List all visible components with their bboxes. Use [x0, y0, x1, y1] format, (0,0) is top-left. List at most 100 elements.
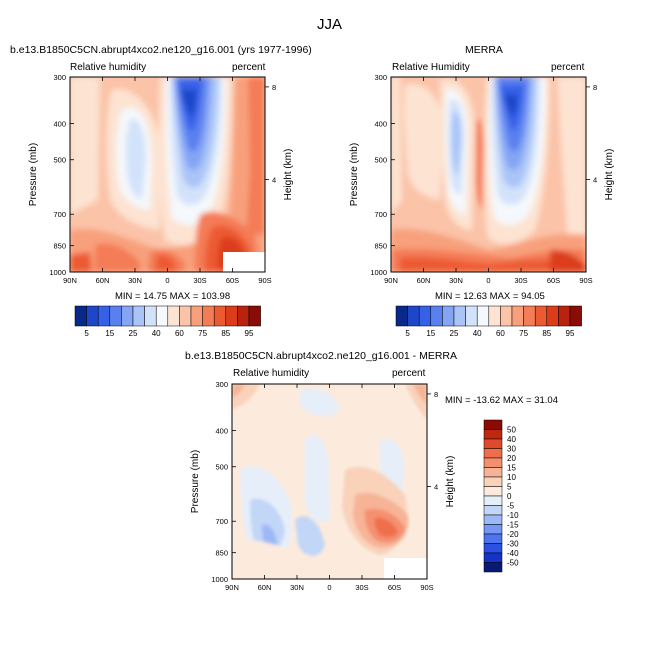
model-colorbar-label: 75 [198, 329, 207, 338]
obs-colorbar-label: 60 [496, 329, 505, 338]
diff-colorbar-label: -10 [507, 511, 519, 520]
diff-colorbar-label: 10 [507, 473, 516, 482]
model-colorbar-label: 60 [175, 329, 184, 338]
obs-colorbar-swatch [500, 305, 513, 327]
obs-y2tick-label: 8 [593, 83, 597, 92]
obs-colorbar-label: 25 [450, 329, 459, 338]
diff-y2label: Height (km) [445, 456, 456, 508]
model-colorbar-swatch [121, 305, 134, 327]
diff-xtick-label: 30S [355, 583, 368, 592]
obs-colorbar: 5 15 25 40 60 75 85 95 [395, 305, 582, 338]
diff-variable-label: Relative humidity [233, 368, 310, 379]
diff-xtick-label: 90N [225, 583, 239, 592]
diff-units-label: percent [392, 368, 426, 379]
model-colorbar-label: 95 [245, 329, 254, 338]
obs-colorbar-swatch [523, 305, 536, 327]
model-y2tick-label: 4 [272, 175, 276, 184]
colorbars: 5 15 25 40 60 75 85 95 5 15 25 40 60 75 85 955040302015… [74, 305, 582, 573]
obs-colorbar-swatch [453, 305, 466, 327]
diff-colorbar-label: 20 [507, 454, 516, 463]
diff-colorbar-swatch [483, 533, 503, 544]
diff-ytick-label: 300 [215, 380, 228, 389]
model-colorbar-label: 5 [84, 329, 89, 338]
diff-colorbar-swatch [483, 543, 503, 554]
diff-ytick-label: 500 [215, 463, 228, 472]
diff-xtick-label: 0 [327, 583, 331, 592]
obs-colorbar-label: 5 [405, 329, 410, 338]
model-ytick-label: 400 [53, 120, 66, 129]
diff-colorbar-swatch [483, 562, 503, 573]
obs-colorbar-swatch [488, 305, 501, 327]
model-ylabel: Pressure (mb) [28, 143, 39, 206]
obs-variable-label: Relative Humidity [392, 62, 470, 73]
model-axes: 90N 60N 30N 0 30S 60S 90S 300 400 500 700 850 1000 8 4… [28, 73, 294, 285]
diff-ytick-label: 400 [215, 427, 228, 436]
model-colorbar-swatch [237, 305, 250, 327]
obs-units-label: percent [551, 62, 585, 73]
obs-colorbar-swatch [407, 305, 420, 327]
model-colorbar-label: 15 [105, 329, 114, 338]
obs-xtick-label: 60N [417, 276, 431, 285]
diff-colorbar-label: 30 [507, 445, 516, 454]
obs-colorbar-swatch [511, 305, 524, 327]
diff-ytick-label: 850 [215, 549, 228, 558]
model-colorbar: 5 15 25 40 60 75 85 95 [74, 305, 261, 338]
diff-colorbar-swatch [483, 505, 503, 516]
obs-colorbar-swatch [569, 305, 582, 327]
model-ytick-label: 700 [53, 210, 66, 219]
model-colorbar-swatch [167, 305, 180, 327]
model-colorbar-swatch [213, 305, 227, 327]
model-y2label: Height (km) [283, 149, 294, 201]
model-colorbar-label: 40 [152, 329, 161, 338]
obs-axes: 90N 60N 30N 0 30S 60S 90S 300 400 500 700 850 1000 8 4… [349, 73, 615, 285]
obs-colorbar-swatch [465, 305, 478, 327]
obs-ytick-label: 400 [374, 120, 387, 129]
diff-colorbar-swatch [483, 486, 503, 497]
obs-xtick-label: 30S [514, 276, 527, 285]
diff-colorbar-label: 5 [507, 483, 512, 492]
model-xtick-label: 0 [165, 276, 169, 285]
diff-colorbar-label: -50 [507, 559, 519, 568]
model-colorbar-swatch [86, 305, 99, 327]
diff-panel-title: b.e13.B1850C5CN.abrupt4xco2.ne120_g16.00… [185, 350, 458, 362]
model-colorbar-swatch [109, 305, 122, 327]
diff-colorbar-swatch [483, 524, 503, 535]
obs-colorbar-swatch [558, 305, 571, 327]
diff-y2tick-label: 8 [434, 390, 438, 399]
obs-ylabel: Pressure (mb) [349, 143, 360, 206]
obs-colorbar-swatch [430, 305, 443, 327]
diff-colorbar-swatch [483, 457, 503, 468]
model-colorbar-swatch [155, 305, 169, 327]
model-ytick-label: 500 [53, 156, 66, 165]
model-colorbar-swatch [179, 305, 192, 327]
model-xtick-label: 90N [63, 276, 77, 285]
obs-colorbar-swatch [418, 305, 432, 327]
obs-colorbar-label: 75 [519, 329, 528, 338]
obs-colorbar-label: 15 [426, 329, 435, 338]
obs-ytick-label: 850 [374, 242, 387, 251]
diff-contour-field [232, 384, 427, 579]
diff-colorbar-swatch [483, 495, 503, 506]
diff-y2tick-label: 4 [434, 482, 438, 491]
model-ytick-label: 300 [53, 73, 66, 82]
obs-colorbar-swatch [395, 305, 408, 327]
model-colorbar-swatch [225, 305, 238, 327]
diff-colorbar-label: -15 [507, 521, 519, 530]
model-colorbar-swatch [248, 305, 261, 327]
obs-colorbar-swatch [476, 305, 490, 327]
figure-title: JJA [316, 16, 342, 33]
model-colorbar-swatch [202, 305, 215, 327]
obs-panel-title: MERRA [465, 44, 503, 56]
diff-ytick-label: 1000 [211, 575, 228, 584]
diff-colorbar-swatch [483, 514, 503, 525]
obs-xtick-label: 0 [486, 276, 490, 285]
obs-xtick-label: 60S [547, 276, 560, 285]
obs-xtick-label: 90S [579, 276, 592, 285]
model-panel-title: b.e13.B1850C5CN.abrupt4xco2.ne120_g16.00… [10, 44, 312, 56]
obs-ytick-label: 300 [374, 73, 387, 82]
diff-xtick-label: 60N [258, 583, 272, 592]
diff-colorbar-label: -20 [507, 530, 519, 539]
model-min-max: MIN = 14.75 MAX = 103.98 [115, 291, 231, 302]
obs-colorbar-swatch [546, 305, 559, 327]
